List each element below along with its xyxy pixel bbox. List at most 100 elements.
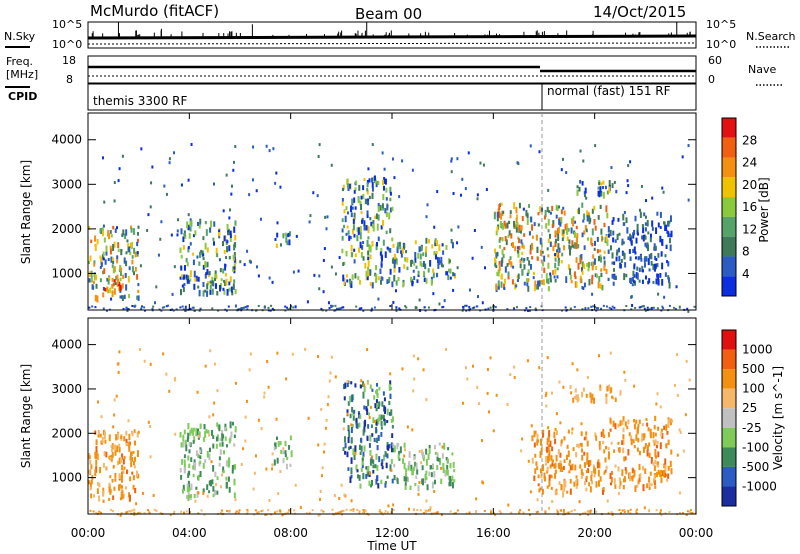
rti-cell [344,382,347,389]
rti-cell [366,408,369,415]
rti-cell [195,427,198,435]
rti-cell [100,440,103,445]
rti-cell [567,228,570,232]
colorbar-tick: -1000 [742,479,777,493]
rti-speck [480,245,483,249]
rti-speck [165,372,168,376]
rti-cell [645,256,648,262]
rti-ground [133,508,136,511]
rti-cell [587,268,590,272]
rti-cell [667,473,670,479]
rti-speck [274,181,277,185]
rti-cell [632,468,635,473]
rti-ground [635,511,638,514]
rti-speck [478,402,481,406]
rti-ground [125,306,128,309]
rti-ground [284,305,287,308]
rti-speck [149,362,152,366]
rti-speck [420,461,423,465]
rti-ground [175,308,178,311]
rti-cell [89,487,92,491]
rti-cell [109,230,112,234]
rti-cell [367,256,370,261]
rti-speck [267,385,270,389]
rti-cell [608,180,611,187]
rti-cell [371,388,374,392]
rti-ground [536,510,539,513]
rti-cell [197,221,200,227]
rti-cell [547,278,550,285]
cpid-mode-1: themis 3300 RF [93,94,187,108]
rti-cell [574,388,577,393]
rti-cell [119,483,122,489]
rti-ground [140,307,143,310]
rti-cell [346,380,349,388]
rti-cell [104,287,107,292]
rti-cell [362,256,365,261]
rti-cell [366,275,369,281]
rti-cell [188,463,191,469]
rti-cell [644,235,647,240]
rti-cell [638,450,641,456]
rti-cell [528,260,531,266]
rti-cell [221,441,224,447]
rti-cell [397,242,400,249]
rti-cell [560,463,563,468]
rti-cell [370,479,373,486]
rti-cell [105,451,108,458]
rti-cell [526,278,529,283]
rti-speck [350,499,353,503]
rti-ground [423,306,426,309]
rti-cell [136,295,139,300]
rti-cell [612,230,615,236]
rti-cell [554,462,557,469]
rti-cell [376,392,379,398]
rti-cell [93,263,96,267]
rti-cell [90,493,93,499]
rti-cell [608,384,611,391]
rti-cell [384,178,387,185]
rti-cell [531,435,534,442]
rti-cell [222,470,225,474]
rti-cell [289,231,292,237]
rti-cell [380,426,383,430]
rti-cell [659,471,662,478]
rti-cell [375,421,378,426]
rti-cell [288,239,291,246]
rti-cell [598,181,601,185]
rti-cell [376,445,379,451]
rti-cell [566,454,569,460]
rti-cell [521,251,524,256]
rti-speck [194,499,197,503]
rti-ground [565,309,568,312]
rti-cell [95,453,98,460]
rti-cell [228,438,231,444]
colorbar-swatch [722,137,736,158]
rti-cell [211,288,214,295]
rti-cell [448,268,451,273]
rti-cell [368,195,371,200]
rti-cell [526,272,529,277]
cpid-label: CPID [8,90,37,103]
rti-cell [526,281,529,287]
rti-cell [585,477,588,483]
rti-cell [202,236,205,241]
rti-cell [349,445,352,449]
rti-speck [648,486,651,490]
rti-speck [257,274,260,278]
rti-speck [651,196,654,200]
rti-speck [248,259,251,263]
rti-cell [95,439,98,446]
rti-cell [199,460,202,465]
rti-speck [656,392,659,396]
rti-cell [188,449,191,454]
rti-speck [565,171,568,175]
rti-ground [173,510,176,513]
rti-cell [394,258,397,264]
rti-cell [626,425,629,430]
rti-cell [378,401,381,407]
rti-cell [388,444,391,449]
rti-cell [625,469,628,475]
rti-cell [569,385,572,389]
rti-cell [664,224,667,232]
